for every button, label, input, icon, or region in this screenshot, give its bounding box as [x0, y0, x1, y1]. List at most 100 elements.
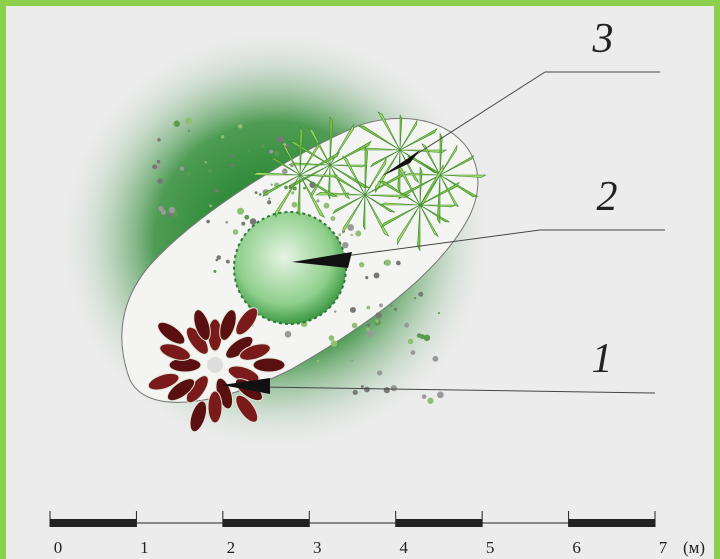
pebble — [291, 191, 294, 194]
pebble — [157, 138, 161, 142]
pebble — [215, 259, 218, 262]
pebble — [353, 390, 358, 395]
pebble — [375, 319, 379, 323]
pebble — [261, 145, 264, 148]
pebble — [351, 359, 353, 361]
pebble — [161, 210, 166, 215]
pebble — [248, 149, 251, 152]
pebble — [334, 310, 336, 312]
pebble — [285, 331, 292, 338]
scale-segment — [223, 519, 309, 527]
scale-unit: (м) — [683, 538, 705, 557]
pebble — [250, 218, 257, 225]
pebble — [187, 172, 191, 176]
pebble — [188, 130, 190, 132]
pebble — [221, 135, 224, 138]
pebble — [226, 260, 230, 264]
pebble — [231, 154, 234, 157]
pebble — [274, 151, 279, 156]
scale-segment — [50, 519, 136, 527]
pebble — [408, 339, 413, 344]
pebble — [375, 312, 381, 318]
callout-label: 2 — [597, 174, 618, 220]
pebble — [367, 330, 374, 337]
pebble — [255, 191, 258, 194]
pebble — [177, 194, 180, 197]
pebble — [422, 394, 427, 399]
pebble — [420, 334, 425, 339]
pebble — [259, 193, 262, 196]
pebble — [411, 350, 416, 355]
pebble — [317, 360, 320, 363]
pebble — [331, 340, 337, 346]
pebble — [172, 123, 174, 125]
pebble — [374, 273, 380, 279]
pebble — [206, 220, 210, 224]
pebble — [437, 392, 444, 399]
pebble — [303, 187, 306, 190]
scale-label: 4 — [399, 538, 408, 557]
pebble — [238, 124, 243, 129]
pebble — [271, 184, 273, 186]
pebble — [157, 178, 163, 184]
pebble — [385, 259, 391, 265]
pebble — [414, 297, 416, 299]
pebble — [269, 150, 273, 154]
pebble — [347, 224, 354, 231]
pebble — [367, 306, 371, 310]
pebble — [396, 261, 401, 266]
pebble — [268, 198, 270, 200]
pebble — [282, 168, 288, 174]
scale-label: 7 — [659, 538, 668, 557]
pebble — [404, 323, 409, 328]
pebble — [225, 221, 228, 224]
pond — [234, 212, 346, 324]
pebble — [205, 161, 207, 163]
pebble — [292, 202, 298, 208]
pebble — [438, 312, 440, 314]
pebble — [215, 189, 219, 193]
pebble — [383, 324, 385, 326]
pebble — [364, 387, 370, 393]
pebble — [237, 208, 244, 215]
pebble — [365, 276, 368, 279]
scale-label: 0 — [54, 538, 63, 557]
pebble — [424, 335, 431, 342]
pebble — [384, 387, 390, 393]
pebble — [418, 292, 423, 297]
pebble — [366, 328, 370, 332]
pebble — [174, 121, 180, 127]
pebble — [391, 305, 393, 307]
pebble — [394, 308, 397, 311]
red-center — [207, 357, 223, 373]
pebble — [329, 335, 335, 341]
scale-label: 5 — [486, 538, 495, 557]
pebble — [244, 215, 249, 220]
pebble — [241, 222, 245, 226]
plan-diagram: 3 2 1 01234567(м) — [0, 0, 720, 559]
pebble — [432, 356, 438, 362]
pebble — [367, 323, 370, 326]
pebble — [391, 385, 397, 391]
pebble — [157, 160, 161, 164]
pebble — [379, 303, 383, 307]
pebble — [284, 186, 288, 190]
pebble — [267, 200, 271, 204]
red-leaf — [208, 391, 222, 423]
pebble — [355, 231, 361, 237]
callout-label: 1 — [592, 336, 613, 382]
pebble — [169, 207, 176, 214]
pebble — [316, 199, 319, 202]
pebble — [351, 234, 353, 236]
pebble — [361, 385, 364, 388]
scale-label: 2 — [227, 538, 236, 557]
pebble — [277, 136, 284, 143]
callout-label: 3 — [592, 16, 614, 62]
scale-label: 1 — [140, 538, 149, 557]
page: 3 2 1 01234567(м) (() => { const data = … — [0, 0, 720, 559]
pebble — [377, 370, 382, 375]
pebble — [209, 205, 212, 208]
pebble — [230, 163, 233, 166]
pebble — [359, 262, 364, 267]
pebble — [158, 166, 161, 169]
